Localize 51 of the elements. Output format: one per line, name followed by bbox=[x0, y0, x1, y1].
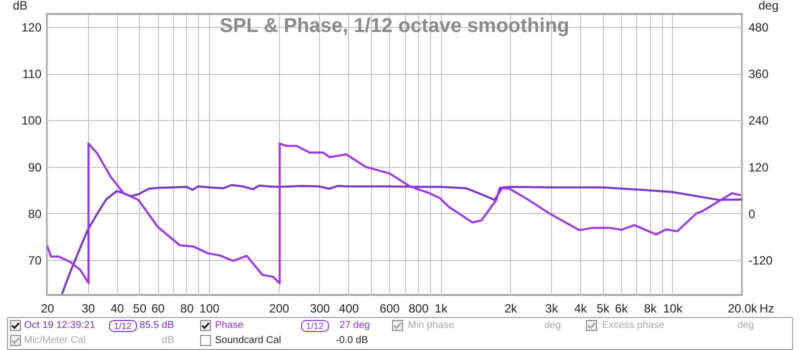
text: deg bbox=[737, 320, 754, 332]
y-tick-label: 70 bbox=[28, 254, 42, 268]
x-tick-label: 1k bbox=[434, 302, 448, 316]
x-tick-label: 40 bbox=[110, 302, 124, 316]
text: Mic/Meter Cal bbox=[24, 335, 86, 347]
y-tick-label: 80 bbox=[28, 206, 42, 221]
x-tick-label: 3k bbox=[545, 302, 559, 316]
y-tick-label: 90 bbox=[28, 160, 42, 174]
x-tick-label: 600 bbox=[380, 302, 400, 316]
x-tick-label: 80 bbox=[180, 302, 194, 316]
x-tick-label: 50 bbox=[133, 302, 147, 316]
text: deg bbox=[544, 320, 561, 332]
x-tick-label: 8k bbox=[644, 302, 658, 316]
text: Oct 19 12:39:21 bbox=[24, 320, 96, 332]
y2-tick-label: 360 bbox=[748, 67, 769, 82]
y2-axis-title: deg bbox=[758, 0, 779, 12]
text: Soundcard Cal bbox=[215, 335, 282, 347]
x-tick-label: 300 bbox=[310, 302, 330, 316]
x-tick-label: 20 bbox=[40, 302, 54, 316]
x-tick-label: 200 bbox=[269, 302, 290, 316]
text: 1/12 bbox=[109, 320, 137, 332]
x-tick-label: 2k bbox=[504, 302, 518, 316]
y-tick-label: 120 bbox=[21, 20, 42, 35]
chart-title: SPL & Phase, 1/12 octave smoothing bbox=[220, 15, 570, 37]
text: dB bbox=[162, 335, 174, 347]
y-axis-title: dB bbox=[12, 0, 28, 12]
y2-tick-label: 120 bbox=[748, 160, 769, 174]
x-tick-label: 30 bbox=[82, 302, 96, 316]
x-tick-label: 60 bbox=[151, 302, 166, 316]
x-tick-label: 6k bbox=[615, 302, 629, 316]
text: -0.0 dB bbox=[336, 335, 368, 347]
text: Excess phase bbox=[602, 320, 664, 332]
x-axis-title: Hz bbox=[760, 302, 774, 316]
text: Phase bbox=[215, 320, 244, 332]
text: 27 deg bbox=[339, 320, 370, 332]
y-tick-label: 100 bbox=[21, 114, 42, 128]
y2-tick-label: 480 bbox=[748, 20, 769, 35]
x-tick-label: 10k bbox=[663, 302, 684, 316]
y2-tick-label: -120 bbox=[748, 254, 773, 268]
x-tick-label: 100 bbox=[199, 302, 220, 316]
y2-tick-label: 0 bbox=[748, 206, 756, 221]
x-tick-label: 4k bbox=[574, 302, 588, 316]
x-tick-label: 800 bbox=[408, 302, 429, 316]
text: 1/12 bbox=[301, 320, 329, 332]
x-tick-label: 400 bbox=[338, 302, 360, 316]
text: Min phase bbox=[408, 320, 454, 332]
x-tick-label: 5k bbox=[596, 302, 610, 316]
y-tick-label: 110 bbox=[22, 67, 42, 82]
y2-tick-label: 240 bbox=[748, 114, 769, 128]
text: 85.5 dB bbox=[140, 320, 174, 332]
x-tick-label: 20.0k bbox=[728, 302, 758, 316]
